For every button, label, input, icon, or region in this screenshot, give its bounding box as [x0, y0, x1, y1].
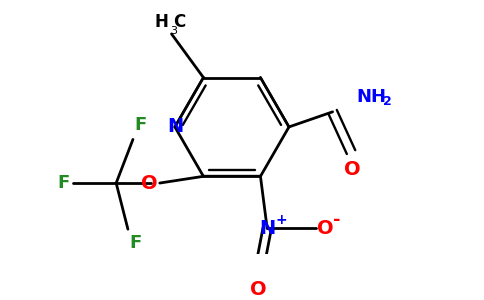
Text: N: N: [167, 117, 183, 136]
Text: F: F: [135, 116, 147, 134]
Text: C: C: [173, 13, 185, 31]
Text: F: F: [130, 234, 142, 252]
Text: N: N: [259, 219, 275, 238]
Text: 2: 2: [383, 95, 392, 108]
Text: O: O: [250, 280, 267, 299]
Text: NH: NH: [356, 88, 386, 106]
Text: H: H: [154, 13, 168, 31]
Text: O: O: [318, 219, 334, 238]
Text: 3: 3: [170, 26, 177, 36]
Text: +: +: [275, 213, 287, 227]
Text: F: F: [57, 174, 69, 192]
Text: -: -: [333, 211, 340, 229]
Text: O: O: [345, 160, 361, 179]
Text: O: O: [141, 173, 158, 193]
